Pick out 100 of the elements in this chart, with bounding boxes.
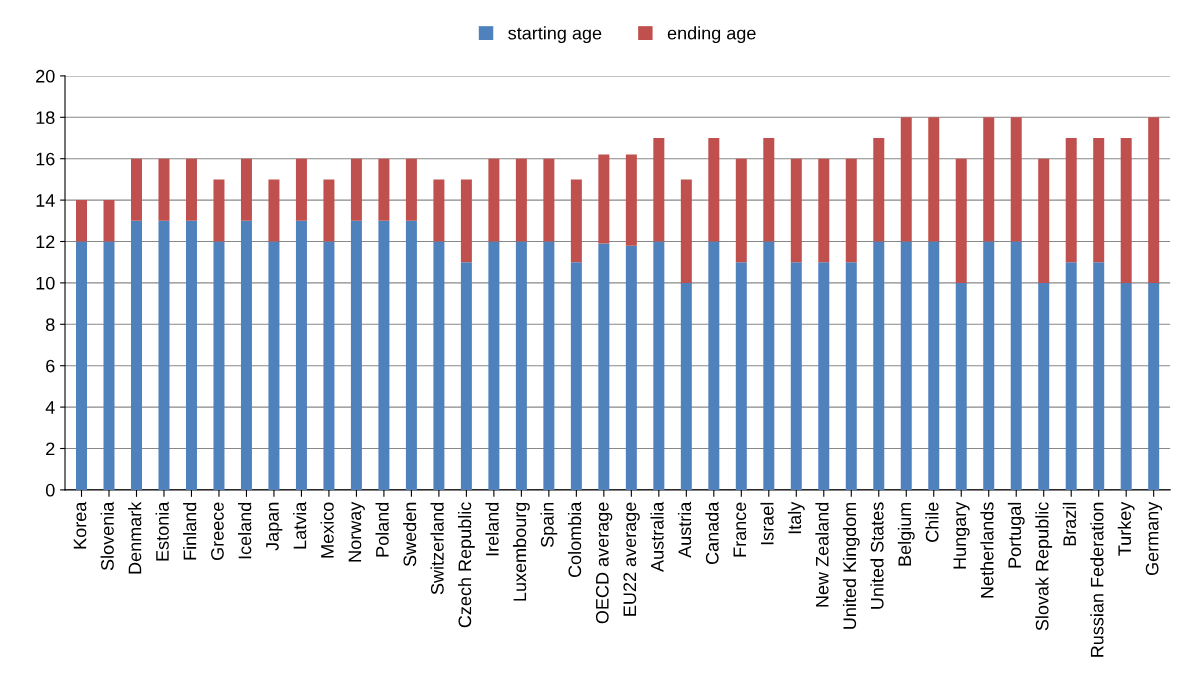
x-tick-label: Hungary (953, 501, 970, 569)
legend-label: starting age (508, 26, 602, 44)
bar (460, 262, 472, 490)
x-tick-label: OECD average (595, 502, 613, 624)
x-tick-label: New Zealand (815, 502, 829, 607)
y-tick-label: 12 (36, 235, 55, 249)
bar (213, 179, 225, 242)
bar (763, 138, 775, 242)
bar (1148, 282, 1160, 490)
x-tick-label: Slovak Republic (1035, 502, 1053, 631)
bar (433, 179, 445, 242)
bar (185, 220, 197, 490)
x-tick-label: Sweden (402, 502, 417, 567)
bar (323, 179, 335, 242)
bar (653, 241, 665, 490)
bar (708, 138, 720, 242)
y-tick-label: 4 (45, 401, 55, 414)
bar (405, 220, 417, 490)
bar (158, 158, 170, 221)
bar (928, 241, 940, 490)
x-tick-label: Switzerland (430, 502, 444, 595)
bar (680, 282, 692, 490)
bar (900, 241, 912, 490)
bar (350, 158, 362, 221)
x-tick-label: Greece (211, 502, 224, 560)
bar (268, 241, 280, 490)
bar (185, 158, 197, 221)
bar (1120, 282, 1132, 490)
x-tick-label: Colombia (567, 501, 582, 578)
bar (515, 241, 527, 490)
bar (460, 179, 472, 263)
x-tick-label: Czech Republic (457, 502, 475, 628)
x-tick-label: Portugal (1007, 502, 1025, 568)
x-tick-label: Brazil (1062, 502, 1077, 546)
bar (790, 262, 802, 490)
x-tick-label: Denmark (128, 501, 142, 574)
x-tick-label: Israel (760, 502, 774, 545)
bar (433, 241, 445, 490)
bar (735, 158, 747, 263)
bar (653, 138, 665, 242)
bar (543, 158, 555, 242)
bar (1120, 138, 1132, 283)
x-tick-label: EU22 average (623, 502, 640, 616)
x-tick-label: United States (870, 502, 884, 609)
bar (845, 262, 857, 490)
bar (350, 220, 362, 490)
bar (1065, 138, 1077, 263)
x-tick-label: Chile (925, 502, 939, 542)
bar (625, 154, 637, 246)
bar (1010, 241, 1022, 490)
bar (598, 154, 610, 244)
bar (1065, 262, 1077, 490)
y-tick-label: 10 (36, 276, 55, 290)
bar (708, 241, 720, 490)
bar (845, 158, 857, 263)
bar (873, 241, 885, 490)
bar (295, 220, 307, 490)
bar (900, 117, 912, 242)
bar (76, 200, 87, 242)
bar (295, 158, 307, 221)
bar (488, 241, 500, 490)
x-tick-label: Poland (375, 502, 389, 557)
bar (543, 241, 555, 490)
bar (818, 262, 830, 490)
bar (130, 220, 142, 490)
bar (323, 241, 335, 490)
x-tick-label: Estonia (155, 501, 169, 561)
bar (983, 117, 995, 242)
y-tick-label: 8 (46, 318, 55, 332)
bar (1148, 117, 1160, 283)
bar (983, 241, 995, 490)
bar (515, 158, 527, 242)
bar (818, 158, 830, 263)
bar (130, 158, 142, 221)
x-tick-label: Finland (183, 502, 197, 560)
x-tick-label: Germany (1145, 501, 1163, 576)
y-tick-label: 14 (36, 194, 55, 207)
bar (570, 262, 582, 490)
bar (1010, 117, 1022, 242)
x-tick-label: Spain (540, 502, 558, 548)
bar (103, 200, 115, 242)
x-tick-label: United Kingdom (842, 502, 860, 629)
y-tick-label: 0 (45, 483, 55, 497)
bar (103, 241, 115, 490)
bar (873, 138, 885, 242)
x-tick-label: Italy (787, 501, 805, 534)
bar (735, 262, 747, 490)
bar (570, 179, 582, 263)
bar (240, 220, 252, 490)
bar (213, 241, 225, 490)
x-tick-label: Japan (266, 502, 283, 551)
x-tick-label: Netherlands (980, 502, 994, 598)
bar (488, 158, 500, 242)
bar (378, 158, 390, 221)
x-tick-label: Korea (73, 501, 87, 549)
x-tick-label: Luxembourg (512, 502, 530, 601)
bar (598, 243, 610, 490)
bar (1038, 158, 1050, 283)
x-tick-label: Iceland (238, 502, 252, 559)
bar (405, 158, 417, 221)
